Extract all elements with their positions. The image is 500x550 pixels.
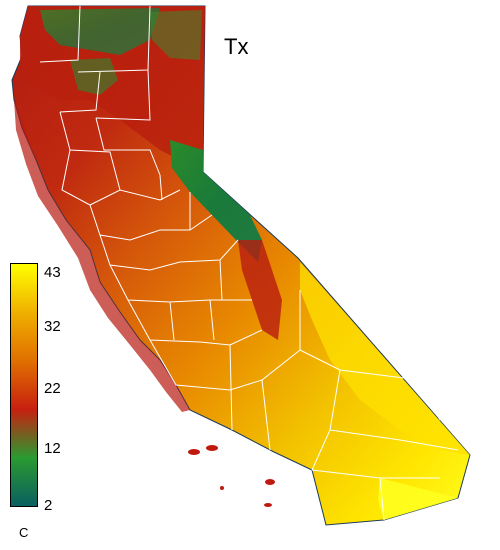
colorbar — [10, 263, 38, 507]
colorbar-tick-22: 22 — [44, 380, 61, 397]
north-green-patch — [40, 8, 160, 55]
desert-yellow-region — [300, 262, 470, 455]
colorbar-unit: C — [19, 525, 29, 540]
colorbar-tick-32: 32 — [44, 318, 61, 335]
map-title: Tx — [224, 34, 249, 59]
colorbar-tick-43: 43 — [44, 264, 61, 281]
sierra-red-band — [238, 240, 282, 340]
colorbar-tick-12: 12 — [44, 440, 61, 457]
coast-red-strip — [14, 100, 190, 412]
sierra-green-band — [170, 140, 262, 262]
colorbar-tick-2: 2 — [44, 497, 53, 514]
north-forest-region — [20, 6, 205, 172]
county-boundaries — [39, 5, 459, 521]
trinity-green-patch — [70, 58, 118, 95]
channel-islands — [188, 445, 275, 507]
imperial-yellow-region — [378, 478, 458, 520]
modoc-green-patch — [150, 10, 202, 60]
